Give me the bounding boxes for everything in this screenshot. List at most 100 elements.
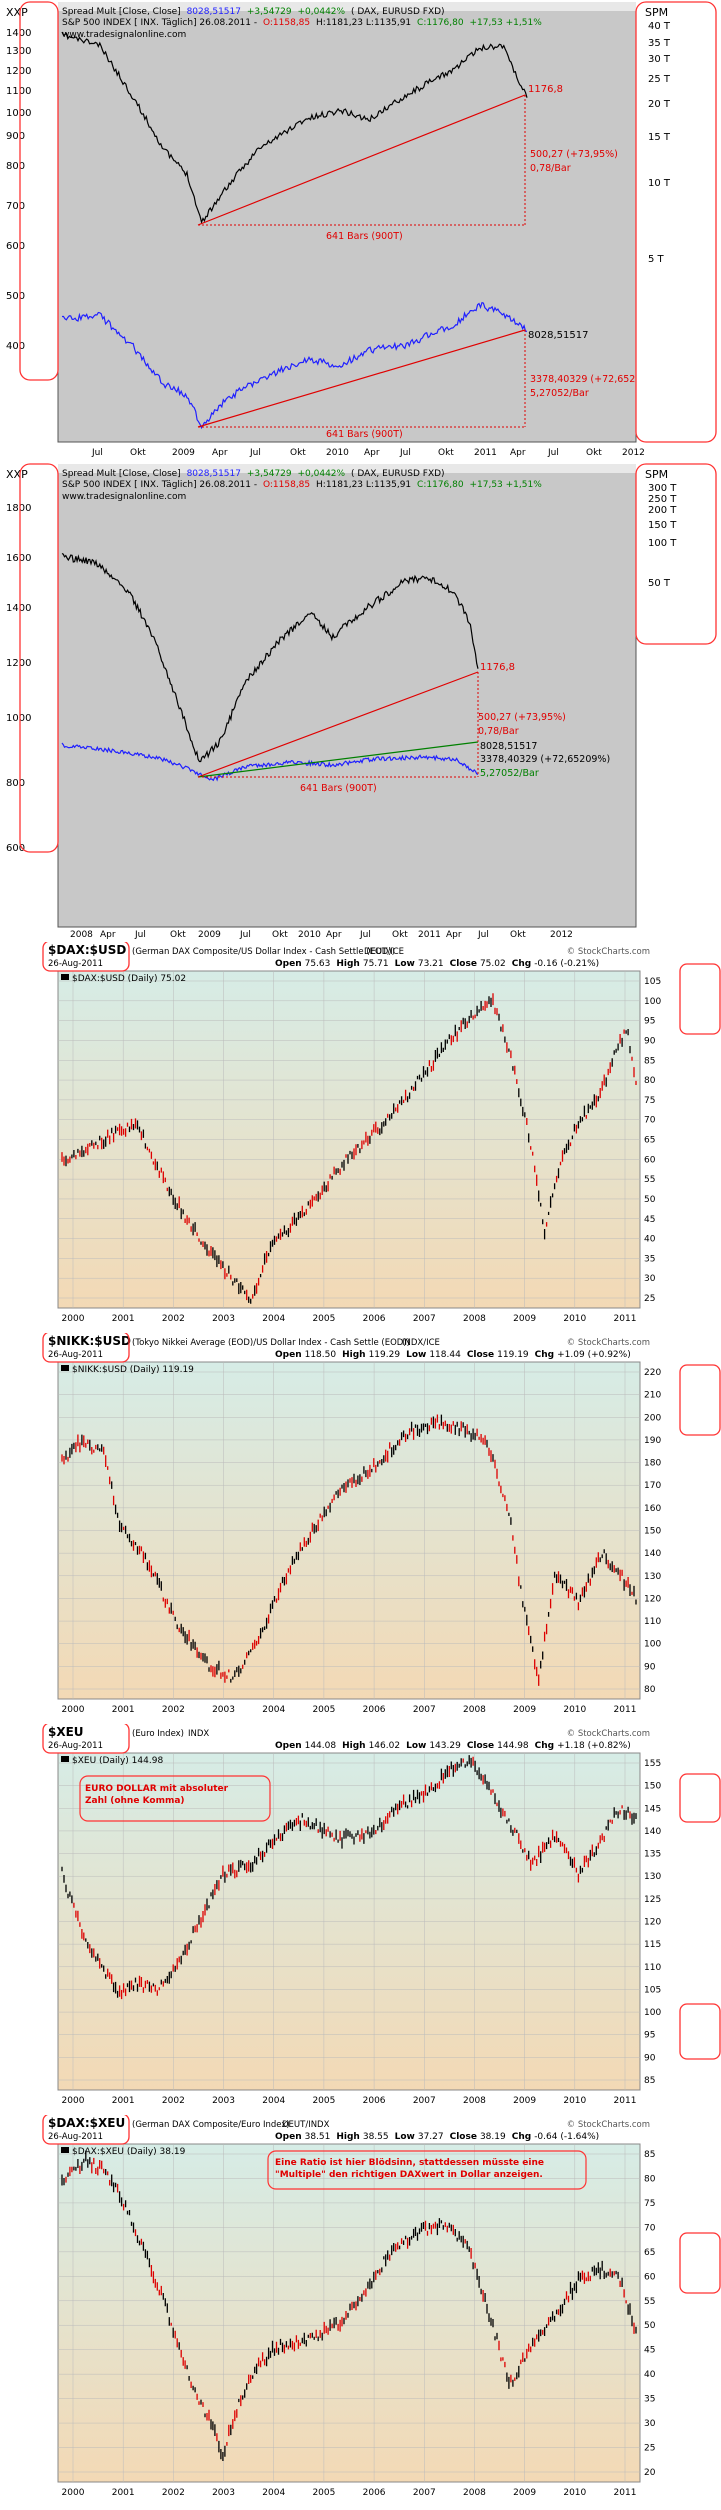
- ts1-right-tick: 20 T: [648, 99, 671, 110]
- ts2-ann-spread: 8028,51517: [480, 741, 537, 752]
- ts1-x-tick: Jul: [547, 448, 559, 458]
- sc4-up-bars: [61, 2150, 637, 2461]
- sc2-y-tick: 100: [644, 1640, 661, 1650]
- sc3-x-tick: 2002: [162, 2096, 185, 2106]
- sc1-y-tick: 90: [644, 1036, 656, 1046]
- sc2-y-tick: 150: [644, 1527, 661, 1537]
- ts2-left-tick: 1200: [6, 658, 31, 669]
- sc4-price-bars: [61, 2150, 637, 2461]
- ts2-right-tick: 150 T: [648, 520, 677, 531]
- sc2-y-tick: 220: [644, 1368, 661, 1378]
- ts1-right-axis-label: SPM: [645, 6, 668, 19]
- sc1-ohlc-open: 75.63: [305, 959, 331, 969]
- ts2-x-tick: Jul: [239, 930, 251, 940]
- ts1-line1: Spread Mult [Close, Close] 8028,51517 +3…: [62, 7, 445, 17]
- sc2-up-bars: [65, 1414, 637, 1683]
- sc3-legend: $XEU (Daily) 144.98: [72, 1756, 163, 1766]
- ts1-left-tick: 700: [6, 201, 25, 212]
- sc1-x-tick: 2001: [112, 1314, 135, 1324]
- sc2-y-tick: 180: [644, 1459, 661, 1469]
- sc4-ohlc: Open 38.51 High 38.55 Low 37.27 Close 38.19 Chg -…: [275, 2132, 599, 2142]
- sc3-ohlc-low: 143.29: [429, 1741, 461, 1751]
- sc4-x-tick: 2011: [614, 2488, 637, 2498]
- ts1-ann-bars2: 641 Bars (900T): [326, 429, 403, 440]
- sc2-ohlc-open: 118.50: [305, 1350, 337, 1360]
- sc1-ohlc-high-label: High: [336, 959, 359, 969]
- sc3-y-tick: 105: [644, 1985, 661, 1995]
- sc2-legend: $NIKK:$USD (Daily) 119.19: [72, 1365, 194, 1375]
- ts1-line2-chg: +17,53 +1,51%: [469, 18, 542, 28]
- sc3-y-tick: 100: [644, 2008, 661, 2018]
- ts2-trend-line-red: [197, 671, 479, 778]
- ts1-ann-bars1: 641 Bars (900T): [326, 231, 403, 242]
- sc3-symbol: $XEU: [48, 1725, 84, 1739]
- ts1-trend-line-2: [197, 329, 526, 428]
- sc3-ohlc-chg: +1.18 (+0.82%): [557, 1741, 631, 1751]
- sc3-down-bars: [73, 1756, 631, 2000]
- ts1-right-tick: 10 T: [648, 178, 671, 189]
- ts1-line2-hl: H:1181,23 L:1135,91: [316, 18, 411, 28]
- ts2-right-axis-label: SPM: [645, 468, 668, 481]
- ts1-right-tick: 40 T: [648, 21, 671, 32]
- ts2-right-tick: 250 T: [648, 494, 677, 505]
- ts1-ann-diff: 500,27 (+73,95%): [530, 149, 618, 160]
- sc2-ohlc: Open 118.50 High 119.29 Low 118.44 Close 119.19…: [275, 1350, 631, 1360]
- ts1-line1-prefix: Spread Mult [Close, Close]: [62, 7, 181, 17]
- sc1-y-tick: 45: [644, 1215, 655, 1225]
- sc1-symbol: $DAX:$USD: [48, 943, 126, 957]
- sc2-y-tick: 120: [644, 1594, 661, 1604]
- ts1-left-tick: 1000: [6, 108, 31, 119]
- sc2-x-tick: 2007: [413, 1705, 436, 1715]
- sc1-ohlc: Open 75.63 High 75.71 Low 73.21 Close 75.02 Chg -…: [275, 959, 599, 969]
- ts1-annot-left-box: [19, 1, 59, 381]
- sc1-date: 26-Aug-2011: [48, 959, 103, 969]
- stockcharts-panel-3: $XEU (Euro Index) INDX © StockCharts.com 26-…: [0, 1722, 721, 2115]
- sc2-desc: (Tokyo Nikkei Average (EOD)/US Dollar In…: [132, 1338, 410, 1348]
- ts1-plot-bg: [57, 9, 637, 443]
- sc2-price-bars: [61, 1414, 637, 1686]
- ts2-spread-line: [61, 742, 479, 782]
- sc3-annot-right-box: [679, 2003, 721, 2060]
- sc4-y-tick: 50: [644, 2321, 656, 2331]
- sc3-y-tick: 90: [644, 2053, 656, 2063]
- sc3-date: 26-Aug-2011: [48, 1741, 103, 1751]
- ts1-x-tick: Okt: [438, 448, 454, 458]
- sc2-symbol: $NIKK:$USD: [48, 1334, 131, 1348]
- sc3-ohlc-close: 144.98: [497, 1741, 529, 1751]
- sc4-x-tick: 2002: [162, 2488, 185, 2498]
- sc3-x-tick: 2007: [413, 2096, 436, 2106]
- sc4-note: Eine Ratio ist hier Blödsinn, stattdesse…: [275, 2158, 544, 2180]
- sc1-x-tick: 2002: [162, 1314, 185, 1324]
- sc1-x-tick: 2006: [363, 1314, 386, 1324]
- sc3-ohlc-high: 146.02: [369, 1741, 401, 1751]
- ts1-x-tick: 2011: [474, 448, 497, 458]
- sc3-brand: © StockCharts.com: [567, 1729, 650, 1739]
- sc1-ohlc-chg: -0.16 (-0.21%): [534, 959, 599, 969]
- sc1-legend: $DAX:$USD (Daily) 75.02: [72, 974, 186, 984]
- sc3-x-tick: 2009: [513, 2096, 536, 2106]
- sc1-exch: DEUT/ICE: [364, 947, 404, 957]
- ts2-trend-line-green: [197, 741, 479, 778]
- sc3-y-tick: 150: [644, 1782, 661, 1792]
- ts2-x-tick: Okt: [272, 930, 288, 940]
- ts1-left-tick: 1400: [6, 28, 31, 39]
- sc3-y-tick: 115: [644, 1940, 661, 1950]
- ts1-x-tick: Okt: [586, 448, 602, 458]
- ts2-annot-left-box: [19, 463, 59, 853]
- tradesignal-chart-1: Spread Mult [Close, Close] 8028,51517 +3…: [0, 0, 721, 462]
- ts2-x-tick: 2009: [198, 930, 221, 940]
- sc2-y-tick: 200: [644, 1413, 661, 1423]
- sc1-annot-right-box: [679, 963, 721, 1035]
- sc4-x-tick: 2001: [112, 2488, 135, 2498]
- sc1-x-tick: 2000: [62, 1314, 85, 1324]
- ts1-x-tick: 2009: [172, 448, 195, 458]
- sc3-x-tick: 2000: [62, 2096, 85, 2106]
- sc1-ohlc-chg-label: Chg: [512, 959, 531, 969]
- ts2-ann-bars: 641 Bars (900T): [300, 783, 377, 794]
- sc1-x-tick: 2009: [513, 1314, 536, 1324]
- ts2-x-tick: 2012: [550, 930, 573, 940]
- sc3-price-bars: [61, 1755, 637, 2000]
- sc4-x-tick: 2006: [363, 2488, 386, 2498]
- sc1-up-bars: [65, 996, 631, 1304]
- ts2-x-tick: Apr: [326, 930, 342, 940]
